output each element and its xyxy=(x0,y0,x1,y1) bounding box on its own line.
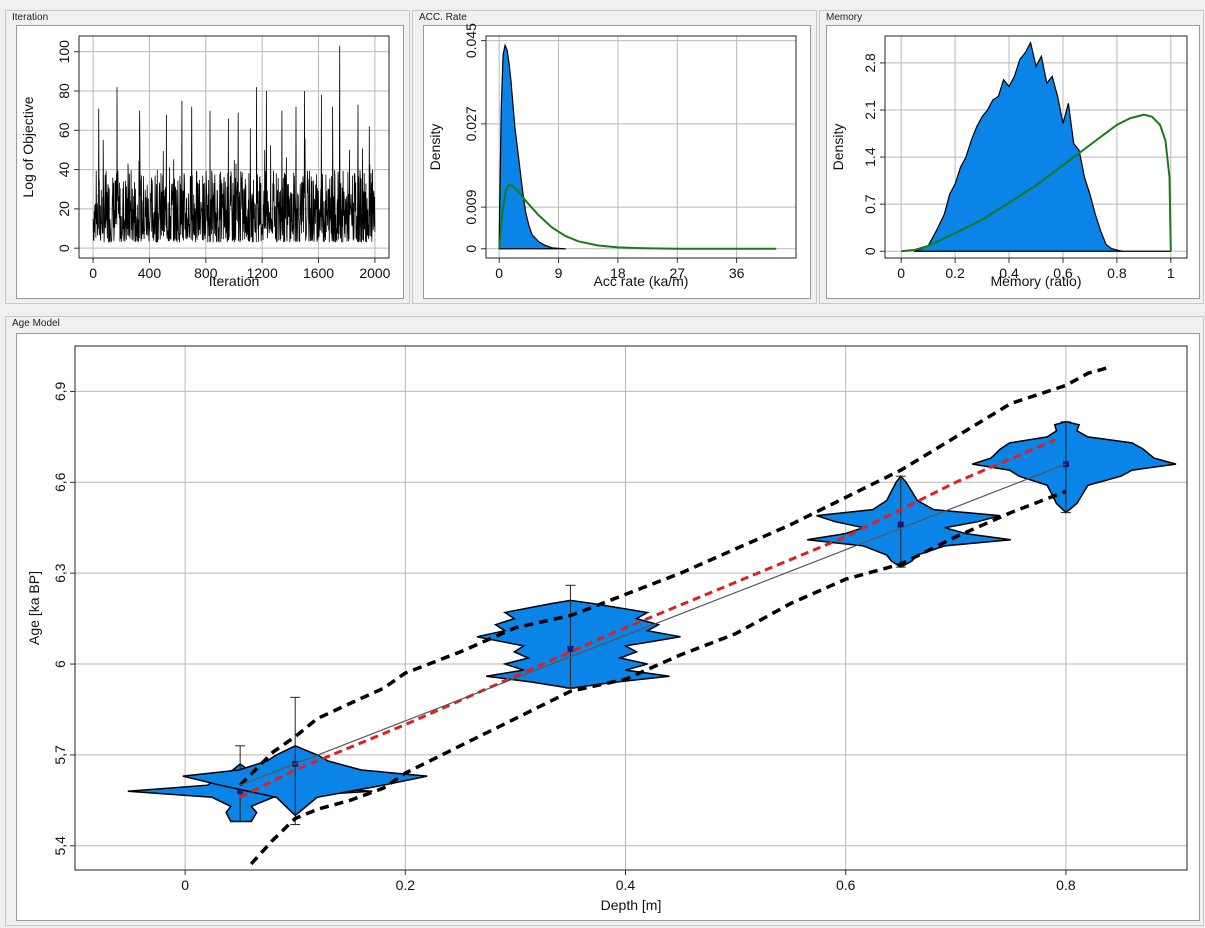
acc_rate-plot-frame xyxy=(485,35,797,259)
acc-rate-panel-title: ACC. Rate xyxy=(417,12,469,23)
age_model-xtick-label: 0.4 xyxy=(616,877,636,893)
memory-ytick-label: 0 xyxy=(862,247,878,255)
acc_rate-prior-curve xyxy=(498,183,777,250)
date-mean-marker xyxy=(567,645,574,652)
iteration-xtick-label: 1600 xyxy=(303,265,334,281)
iteration-xtick-label: 2000 xyxy=(359,265,390,281)
memory-xtick-label: 1 xyxy=(1167,265,1175,281)
iteration-ytick-label: 80 xyxy=(56,83,72,99)
memory-ytick-label: 2.1 xyxy=(862,100,878,120)
acc_rate-x-axis-label: Acc rate (ka/m) xyxy=(594,273,689,289)
age_model-x-axis-label: Depth [m] xyxy=(601,897,662,913)
memory-xtick-label: 0 xyxy=(897,265,905,281)
iteration-panel: Iteration 0 400 800 1200 1600 2000 0 20 40 60 80 10… xyxy=(5,10,410,304)
date-mean-marker xyxy=(897,521,904,528)
date-probability-violin xyxy=(972,420,1177,514)
memory-xtick-label: 0.6 xyxy=(1053,265,1073,281)
age-model-panel: Age Model 0 0.2 0.4 0.6 0.8 5,4 5,7 6 6,3 6,6 6,9 D… xyxy=(5,316,1204,926)
iteration-ytick-label: 20 xyxy=(56,201,72,217)
age_model-xtick-label: 0 xyxy=(181,877,189,893)
age_model-ytick-label: 6,6 xyxy=(52,472,68,492)
date-probability-violin xyxy=(127,763,373,823)
iteration-xtick-label: 0 xyxy=(89,265,97,281)
objective-trace-line xyxy=(92,45,376,243)
age-model-panel-title: Age Model xyxy=(10,318,62,329)
acc-rate-panel: ACC. Rate 0 9 18 27 36 0 0.009 0.027 0.045 Acc ra… xyxy=(412,10,817,304)
memory-ytick-label: 0.7 xyxy=(862,194,878,214)
acc_rate-ytick-label: 0 xyxy=(463,245,479,253)
iteration-plot-frame xyxy=(78,35,390,259)
age_model-ytick-label: 6 xyxy=(52,660,68,668)
memory-ytick-label: 2.8 xyxy=(862,53,878,73)
age-model-lower-bound-line xyxy=(249,489,1067,866)
age-model-median-line xyxy=(239,438,1056,799)
memory-plot-frame xyxy=(884,35,1188,259)
age_model-xtick-label: 0.8 xyxy=(1056,877,1076,893)
age_model-plot-frame xyxy=(74,345,1188,871)
iteration-plot-area: 0 400 800 1200 1600 2000 0 20 40 60 80 100 Iteration… xyxy=(16,25,404,299)
acc_rate-xtick-label: 9 xyxy=(555,265,563,281)
age_model-xtick-label: 0.2 xyxy=(396,877,416,893)
acc_rate-ytick-label: 0.027 xyxy=(463,106,479,141)
iteration-ytick-label: 0 xyxy=(56,244,72,252)
iteration-ytick-label: 60 xyxy=(56,122,72,138)
acc_rate-xtick-label: 27 xyxy=(669,265,685,281)
memory-y-axis-label: Density xyxy=(830,124,846,171)
acc_rate-xtick-label: 0 xyxy=(495,265,503,281)
acc-rate-plot-area: 0 9 18 27 36 0 0.009 0.027 0.045 Acc rate (ka/m) D… xyxy=(423,23,811,299)
age_model-y-axis-label: Age [ka BP] xyxy=(26,571,42,645)
age-model-upper-bound-line xyxy=(238,365,1111,787)
acc_rate-xtick-label: 36 xyxy=(729,265,745,281)
acc_rate-posterior-histogram xyxy=(498,43,566,250)
date-probability-violin xyxy=(807,475,1011,568)
age_model-ytick-label: 5,4 xyxy=(52,836,68,856)
memory-posterior-histogram xyxy=(914,41,1123,253)
acc_rate-xtick-label: 18 xyxy=(610,265,626,281)
date-mean-marker xyxy=(237,788,244,795)
age-model-plot-area: 0 0.2 0.4 0.6 0.8 5,4 5,7 6 6,3 6,6 6,9 Depth [m] Ag… xyxy=(16,333,1200,921)
age-model-chart: 0 0.2 0.4 0.6 0.8 5,4 5,7 6 6,3 6,6 6,9 Depth [m] Ag… xyxy=(26,345,1188,913)
age_model-ytick-label: 6,3 xyxy=(52,563,68,583)
age_model-ytick-label: 6,9 xyxy=(52,381,68,401)
memory-x-axis-label: Memory (ratio) xyxy=(990,273,1081,289)
memory-panel: Memory 0 0.2 0.4 0.6 0.8 1 0 0.7 1.4 2.1 2.8 Memory… xyxy=(819,10,1204,304)
acc_rate-ytick-label: 0.009 xyxy=(463,189,479,224)
memory-panel-title: Memory xyxy=(824,12,865,23)
age-model-regression-line xyxy=(239,463,1067,786)
memory-prior-curve xyxy=(901,113,1172,253)
memory-chart: 0 0.2 0.4 0.6 0.8 1 0 0.7 1.4 2.1 2.8 Memory (ratio… xyxy=(830,35,1188,289)
memory-xtick-label: 0.8 xyxy=(1107,265,1127,281)
memory-plot-area: 0 0.2 0.4 0.6 0.8 1 0 0.7 1.4 2.1 2.8 Memory (ratio… xyxy=(826,25,1200,299)
date-probability-violin xyxy=(476,599,681,690)
iteration-xtick-label: 800 xyxy=(194,265,218,281)
iteration-ytick-label: 40 xyxy=(56,162,72,178)
date-probability-violin xyxy=(182,744,428,817)
iteration-chart: 0 400 800 1200 1600 2000 0 20 40 60 80 100 Iteration… xyxy=(20,35,391,289)
memory-xtick-label: 0.2 xyxy=(945,265,965,281)
acc_rate-y-axis-label: Density xyxy=(427,124,443,171)
memory-ytick-label: 1.4 xyxy=(862,147,878,167)
acc_rate-ytick-label: 0.045 xyxy=(463,23,479,58)
iteration-x-axis-label: Iteration xyxy=(209,273,260,289)
age_model-ytick-label: 5,7 xyxy=(52,745,68,765)
memory-xtick-label: 0.4 xyxy=(999,265,1019,281)
iteration-panel-title: Iteration xyxy=(10,12,51,23)
iteration-y-axis-label: Log of Objective xyxy=(20,96,36,197)
iteration-xtick-label: 400 xyxy=(138,265,162,281)
acc-rate-chart: 0 9 18 27 36 0 0.009 0.027 0.045 Acc rate (ka/m) D… xyxy=(427,23,797,289)
iteration-xtick-label: 1200 xyxy=(247,265,278,281)
iteration-ytick-label: 100 xyxy=(56,40,72,64)
age_model-xtick-label: 0.6 xyxy=(836,877,856,893)
